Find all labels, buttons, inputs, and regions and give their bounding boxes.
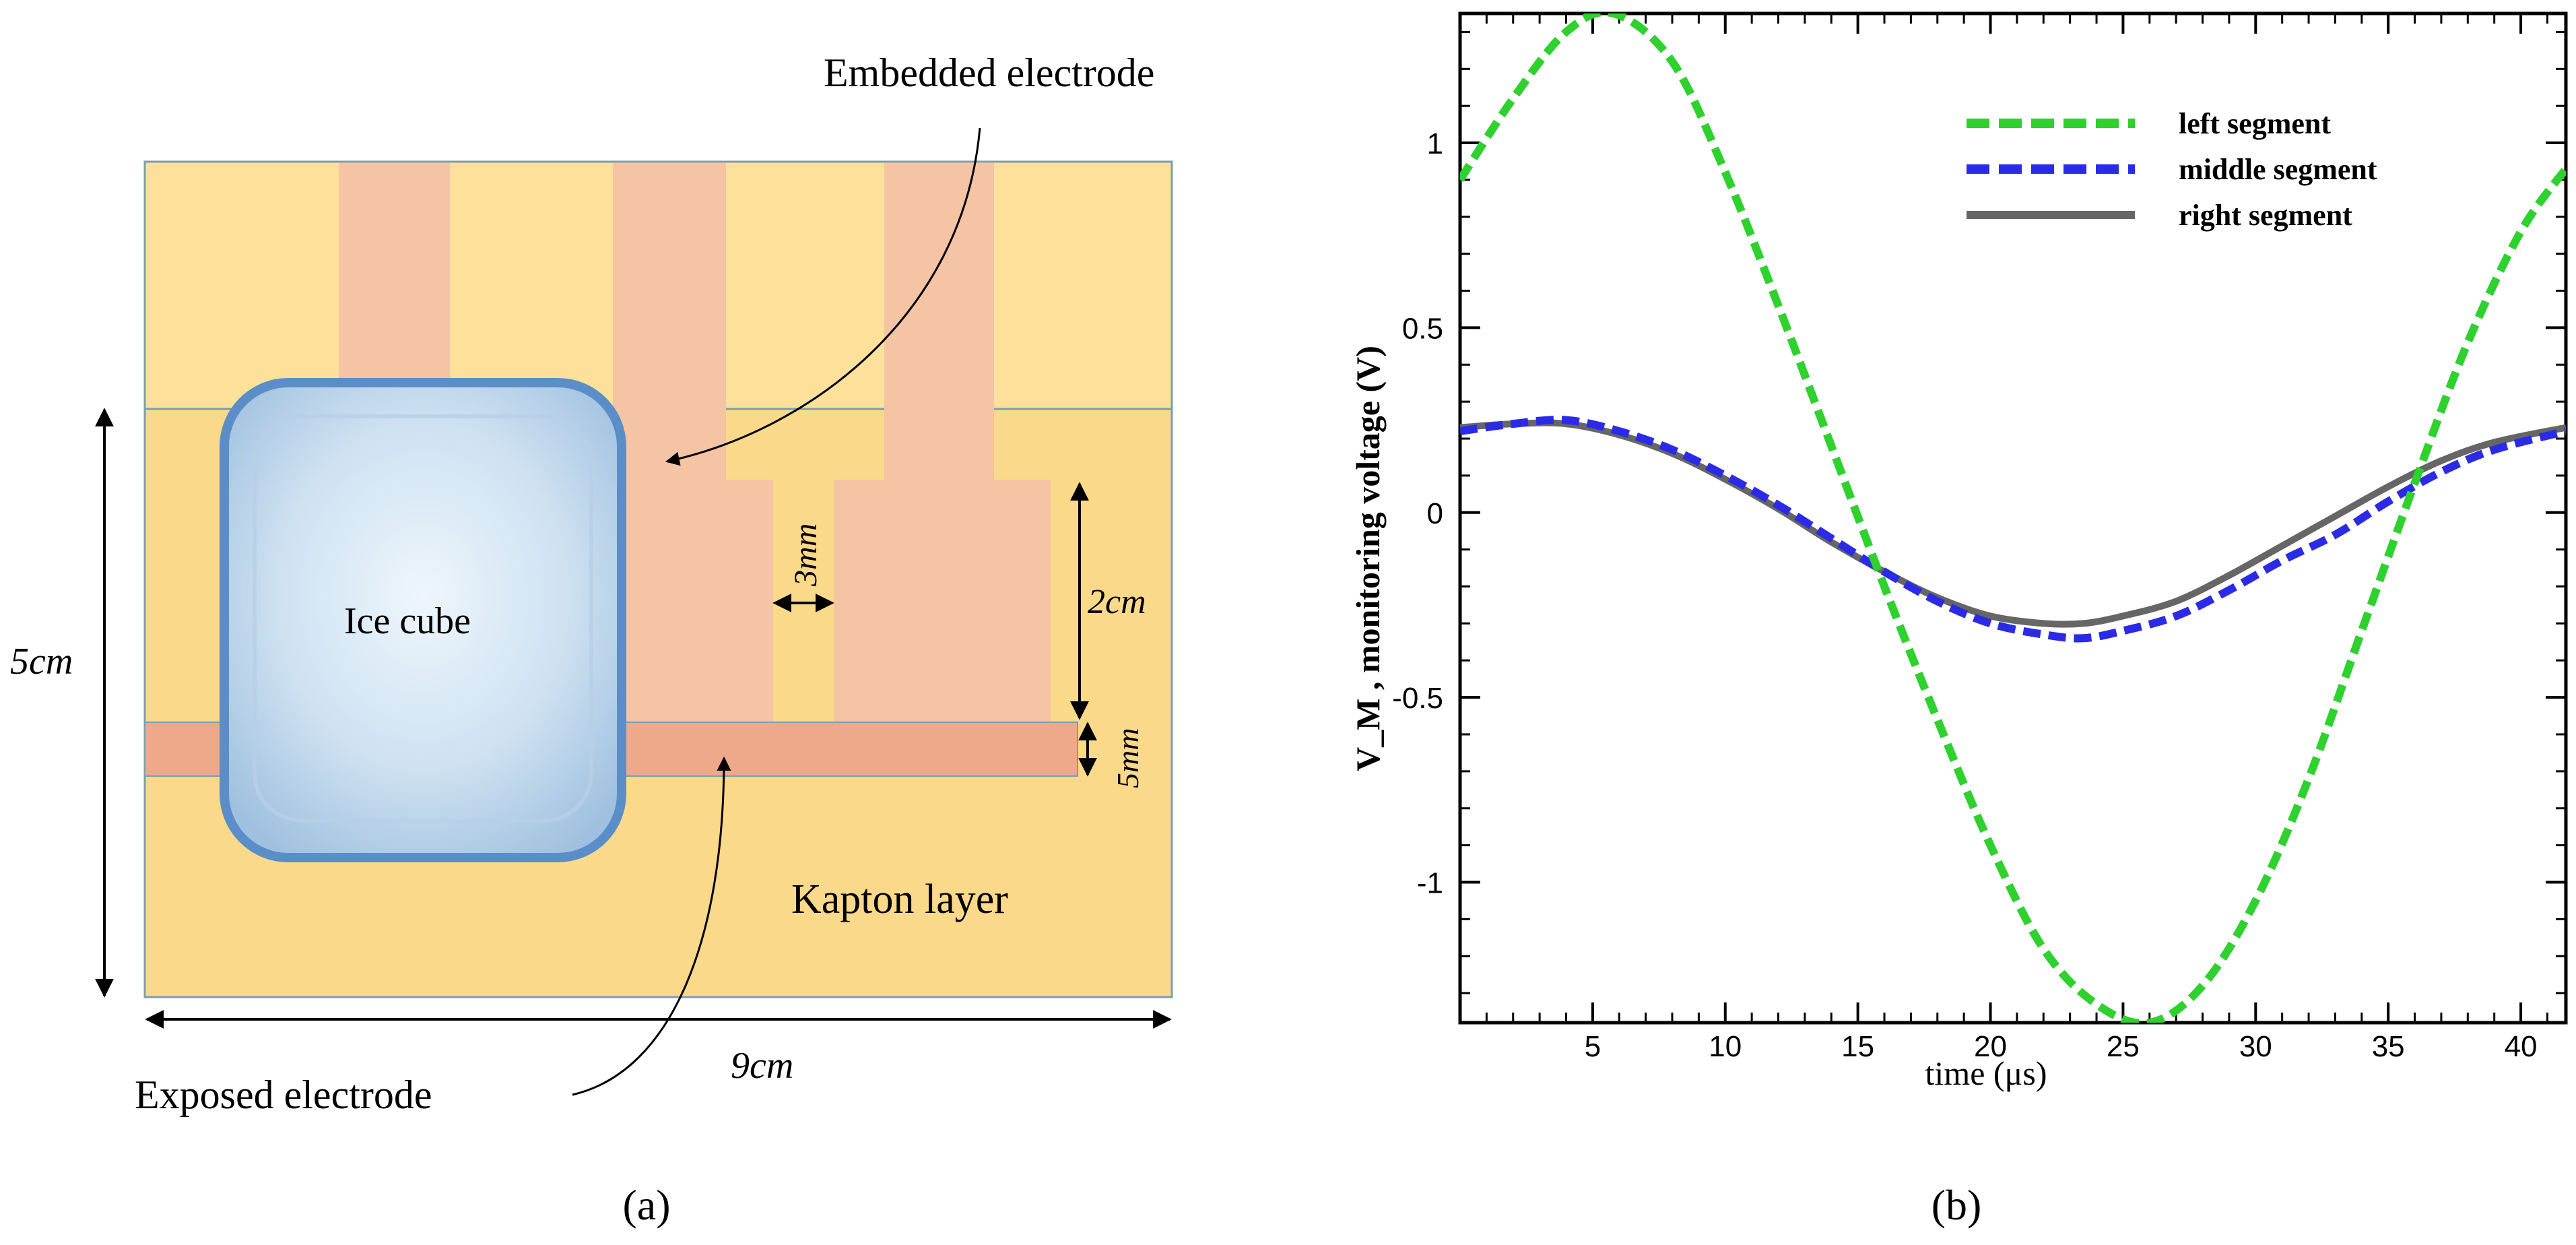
- ice-cube-label: Ice cube: [344, 600, 471, 642]
- panel-b: 5 10 15 20 25 30 35 40 1 0.5 0 -0.5 -1 time (μs) V_M ,…: [1349, 11, 2568, 1229]
- y-axis-label: V_M , monitoring voltage (V): [1349, 346, 1387, 771]
- x-tick-label: 5: [1585, 1030, 1601, 1063]
- embedded-electrode-arrow: [665, 127, 981, 466]
- x-tick-label: 30: [2239, 1030, 2272, 1063]
- gap-dimension-label: 3mm: [788, 523, 824, 587]
- x-axis-label: time (μs): [1925, 1054, 2047, 1092]
- y-tick-label: -0.5: [1392, 682, 1443, 715]
- embedded-electrode-block-left: [726, 480, 773, 722]
- x-tick-label: 20: [1974, 1030, 2007, 1063]
- panel-a-caption: (a): [622, 1181, 670, 1229]
- strip-length-dimension-label: 2cm: [1088, 583, 1146, 621]
- legend-label-left-segment: left segment: [2179, 107, 2331, 140]
- strip-width-dimension-label: 5mm: [1111, 728, 1145, 788]
- kapton-layer-label: Kapton layer: [791, 876, 1008, 922]
- embedded-electrode-finger-2: [613, 163, 726, 722]
- panel-a: Ice cube Embedded electrode Exposed elec…: [10, 51, 1173, 1229]
- legend-label-right-segment: right segment: [2179, 199, 2352, 232]
- ice-cube: [220, 378, 626, 862]
- panel-b-caption: (b): [1931, 1181, 1982, 1229]
- ice-cube-inner-edge: [253, 414, 593, 823]
- embedded-electrode-finger-3: [884, 163, 994, 480]
- embedded-electrode-block-right: [834, 480, 1051, 722]
- x-tick-label: 35: [2372, 1030, 2405, 1063]
- width-dimension-label: 9cm: [731, 1045, 793, 1087]
- x-tick-label: 10: [1709, 1030, 1742, 1063]
- exposed-electrode-arrow: [572, 756, 731, 1096]
- height-dimension-label: 5cm: [10, 641, 73, 682]
- series-line-left-segment: [1460, 13, 2566, 1023]
- y-tick-label: 0: [1427, 497, 1443, 530]
- y-tick-label: 1: [1427, 127, 1443, 160]
- y-tick-label: -1: [1417, 866, 1443, 899]
- x-tick-label: 25: [2107, 1030, 2140, 1063]
- plot-frame: [1458, 11, 2568, 1025]
- series-line-right-segment: [1460, 419, 2566, 628]
- embedded-electrode-label: Embedded electrode: [824, 51, 1154, 95]
- y-tick-label: 0.5: [1402, 312, 1443, 345]
- chart-plot: 5 10 15 20 25 30 35 40 1 0.5 0 -0.5 -1 time (μs) V_M ,…: [1349, 11, 2568, 1092]
- x-tick-label: 15: [1841, 1030, 1874, 1063]
- exposed-electrode-label: Exposed electrode: [135, 1073, 432, 1117]
- x-tick-label: 40: [2505, 1030, 2538, 1063]
- legend-label-middle-segment: middle segment: [2179, 153, 2377, 186]
